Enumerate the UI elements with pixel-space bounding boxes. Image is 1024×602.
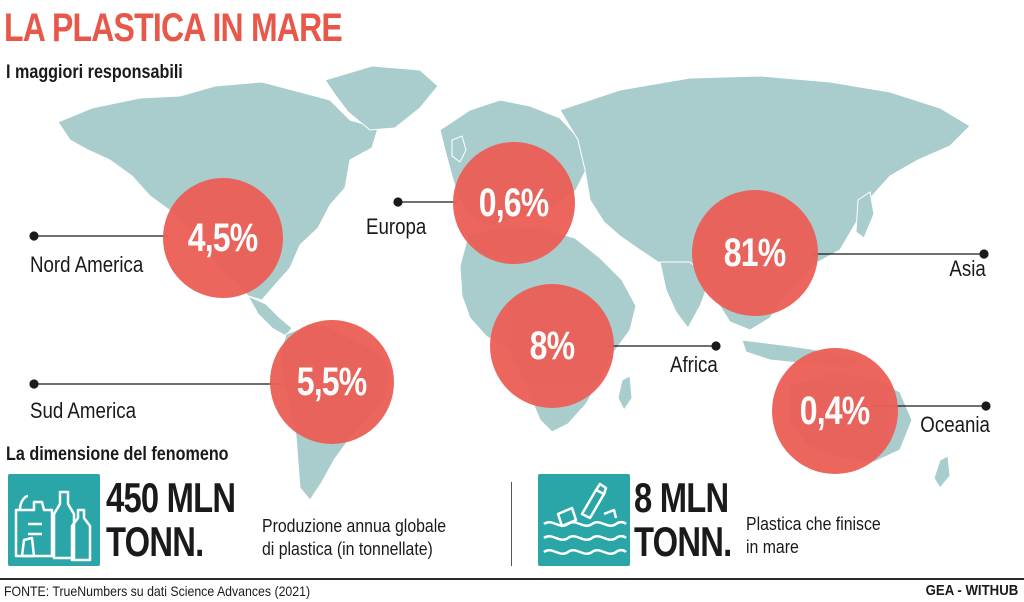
source-note: FONTE: TrueNumbers su dati Science Advan… bbox=[4, 583, 311, 599]
label-oceania: Oceania bbox=[920, 412, 990, 437]
share-africa: 8% bbox=[529, 323, 575, 368]
production-desc-line2: di plastica (in tonnellate) bbox=[262, 539, 433, 559]
share-sud-america: 5,5% bbox=[297, 359, 368, 404]
bubble-nord-america: 4,5% bbox=[163, 178, 283, 298]
section-title: La dimensione del fenomeno bbox=[6, 444, 229, 465]
label-asia: Asia bbox=[949, 256, 986, 281]
share-nord-america: 4,5% bbox=[188, 215, 259, 260]
page-title: LA PLASTICA IN MARE bbox=[4, 6, 343, 50]
credit: GEA - WITHUB bbox=[925, 582, 1018, 599]
landmass-greenland bbox=[324, 65, 439, 131]
production-value-line2: TONN. bbox=[106, 518, 204, 565]
plastic-bottles-bag-icon bbox=[8, 474, 100, 566]
production-desc-line1: Produzione annua globale bbox=[262, 516, 447, 536]
sea-value-line1: 8 MLN bbox=[634, 474, 729, 521]
landmass-new-zealand bbox=[933, 455, 951, 489]
landmass-uk bbox=[451, 135, 467, 163]
bubble-asia: 81% bbox=[692, 190, 818, 316]
label-africa: Africa bbox=[670, 352, 718, 377]
bubble-oceania: 0,4% bbox=[772, 348, 898, 474]
sea-desc-line2: in mare bbox=[746, 537, 799, 557]
plastic-in-sea-icon bbox=[538, 474, 630, 566]
bubble-africa: 8% bbox=[490, 284, 614, 408]
footer-rule bbox=[0, 578, 1024, 580]
sea-desc-line1: Plastica che finisce bbox=[746, 514, 881, 534]
label-europa: Europa bbox=[366, 214, 427, 239]
share-europa: 0,6% bbox=[479, 180, 550, 225]
landmass-central-america bbox=[246, 294, 293, 337]
landmass-madagascar bbox=[617, 375, 633, 411]
landmass-japan bbox=[855, 191, 875, 239]
share-oceania: 0,4% bbox=[800, 388, 871, 433]
page-subtitle: I maggiori responsabili bbox=[6, 62, 183, 83]
production-value-line1: 450 MLN bbox=[106, 474, 236, 521]
stats-divider bbox=[511, 482, 512, 566]
label-sud-america: Sud America bbox=[30, 398, 137, 423]
bubble-sud-america: 5,5% bbox=[270, 320, 394, 444]
bubble-europa: 0,6% bbox=[453, 142, 575, 264]
label-nord-america: Nord America bbox=[30, 252, 144, 277]
share-asia: 81% bbox=[724, 230, 786, 275]
sea-value-line2: TONN. bbox=[634, 518, 732, 565]
